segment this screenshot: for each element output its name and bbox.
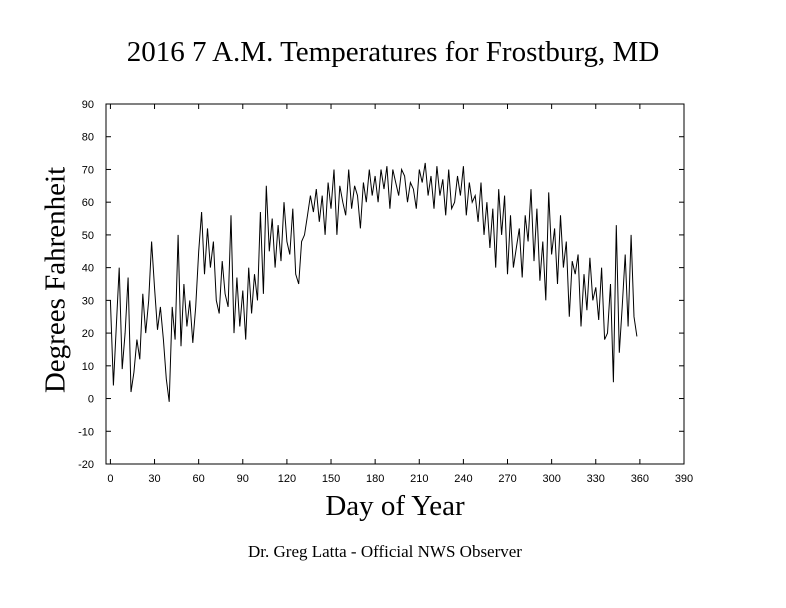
y-tick-label: -10 bbox=[78, 426, 94, 438]
x-tick-label: 90 bbox=[237, 473, 249, 485]
x-axis-ticks: 0 30 60 90 120 150 180 210 240 270 300 330 360 390 bbox=[107, 104, 693, 485]
y-axis-label: Degrees Fahrenheit bbox=[39, 166, 72, 394]
x-tick-label: 180 bbox=[366, 473, 384, 485]
y-tick-label: 30 bbox=[82, 295, 94, 307]
y-axis-ticks: -20 -10 0 10 20 30 40 50 60 70 80 90 bbox=[78, 99, 684, 471]
x-tick-label: 60 bbox=[193, 473, 205, 485]
x-tick-label: 300 bbox=[542, 473, 560, 485]
temperature-line bbox=[109, 162, 638, 402]
x-tick-label: 210 bbox=[410, 473, 428, 485]
y-tick-label: 0 bbox=[88, 394, 94, 406]
y-tick-label: 10 bbox=[82, 361, 94, 373]
y-tick-label: 20 bbox=[82, 328, 94, 340]
x-tick-label: 120 bbox=[278, 473, 296, 485]
x-tick-label: 330 bbox=[587, 473, 605, 485]
plot-area bbox=[105, 103, 685, 465]
x-tick-label: 30 bbox=[148, 473, 160, 485]
x-axis-label: Day of Year bbox=[325, 490, 465, 522]
x-tick-label: 390 bbox=[675, 473, 693, 485]
y-tick-label: 50 bbox=[82, 230, 94, 242]
y-tick-label: 80 bbox=[82, 132, 94, 144]
x-tick-label: 360 bbox=[631, 473, 649, 485]
y-tick-label: 60 bbox=[82, 197, 94, 209]
x-tick-label: 0 bbox=[107, 473, 113, 485]
x-tick-label: 150 bbox=[322, 473, 340, 485]
y-tick-label: 40 bbox=[82, 263, 94, 275]
x-tick-label: 270 bbox=[498, 473, 516, 485]
y-tick-label: 90 bbox=[82, 99, 94, 111]
observer-credit: Dr. Greg Latta - Official NWS Observer bbox=[248, 542, 522, 561]
x-tick-label: 240 bbox=[454, 473, 472, 485]
chart-title: 2016 7 A.M. Temperatures for Frostburg, … bbox=[126, 36, 660, 68]
y-tick-label: 70 bbox=[82, 164, 94, 176]
y-tick-label: -20 bbox=[78, 459, 94, 471]
